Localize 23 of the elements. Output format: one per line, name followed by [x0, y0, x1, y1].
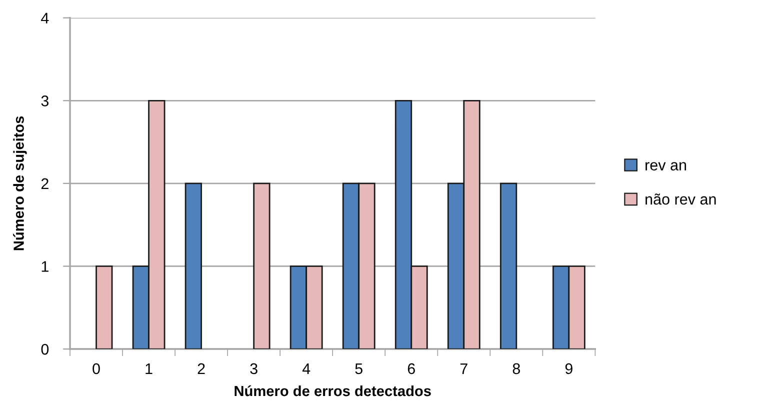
- x-tick-label: 2: [198, 363, 205, 374]
- bar: [184, 182, 202, 350]
- y-axis-title: Número de sujeitos: [13, 116, 27, 250]
- x-axis-title: Número de erros detectados: [234, 385, 431, 396]
- bar: [500, 182, 518, 350]
- x-tick-label: 4: [302, 363, 310, 374]
- x-tick-label: 9: [565, 363, 572, 374]
- y-tick-label: 1: [42, 261, 48, 272]
- legend-label: rev an: [646, 162, 686, 170]
- x-tick-label: 8: [512, 363, 520, 374]
- y-tick-label: 2: [41, 178, 48, 189]
- y-tick-label: 3: [41, 96, 49, 106]
- y-tick-label: 4: [41, 12, 49, 24]
- x-tick-label: 6: [408, 363, 415, 374]
- legend-label: não rev an: [646, 194, 716, 205]
- y-tick-label: 0: [41, 344, 49, 355]
- x-tick-label: 3: [250, 363, 258, 374]
- bar: [96, 266, 113, 350]
- x-tick-label: 7: [460, 363, 468, 374]
- x-tick-label: 5: [355, 363, 362, 374]
- x-tick-label: 1: [146, 363, 152, 374]
- bar: [253, 182, 270, 350]
- x-tick-label: 0: [92, 363, 100, 374]
